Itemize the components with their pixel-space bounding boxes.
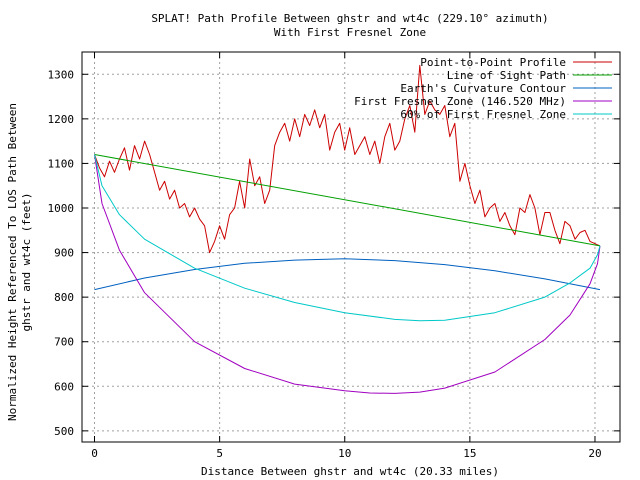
plot-frame: [81, 51, 621, 443]
x-tick-label: 15: [463, 447, 476, 460]
y-tick-label: 1000: [48, 202, 75, 215]
series-line-line-of-sight-path: [94, 154, 601, 247]
y-tick-label: 1100: [48, 157, 75, 170]
y-axis-label-line2: ghstr and wt4c (feet): [20, 192, 33, 331]
plot-area: [94, 64, 601, 394]
legend-label: 60% of First Fresnel Zone: [400, 108, 566, 121]
x-tick-label: 20: [588, 447, 601, 460]
y-tick-label: 500: [54, 425, 74, 438]
series-line-earth-s-curvature-contour: [94, 258, 601, 291]
x-axis-label: Distance Between ghstr and wt4c (20.33 m…: [201, 465, 499, 478]
y-tick-label: 800: [54, 291, 74, 304]
y-tick-label: 1200: [48, 113, 75, 126]
y-tick-label: 900: [54, 247, 74, 260]
x-tick-label: 0: [91, 447, 98, 460]
legend-label: Earth's Curvature Contour: [400, 82, 566, 95]
x-tick-label: 10: [338, 447, 351, 460]
x-tick-label: 5: [216, 447, 223, 460]
legend-label: Point-to-Point Profile: [420, 56, 566, 69]
y-tick-label: 1300: [48, 68, 75, 81]
chart-subtitle: With First Fresnel Zone: [274, 26, 426, 39]
legend-label: Line of Sight Path: [447, 69, 566, 82]
y-axis-label-line1: Normalized Height Referenced To LOS Path…: [6, 103, 19, 421]
axis-ticks: 0 5 10 15 20 500 600 700 800 900 1000 1100 1200 1300: [48, 52, 620, 460]
legend-label: First Fresnel Zone (146.520 MHz): [354, 95, 566, 108]
chart-title: SPLAT! Path Profile Between ghstr and wt…: [151, 12, 548, 25]
series-line-60-of-first-fresnel-zone: [94, 154, 601, 322]
y-tick-label: 700: [54, 336, 74, 349]
y-tick-label: 600: [54, 380, 74, 393]
grid-lines: [82, 52, 620, 442]
series-line-first-fresnel-zone-146-520-mhz: [94, 154, 601, 394]
